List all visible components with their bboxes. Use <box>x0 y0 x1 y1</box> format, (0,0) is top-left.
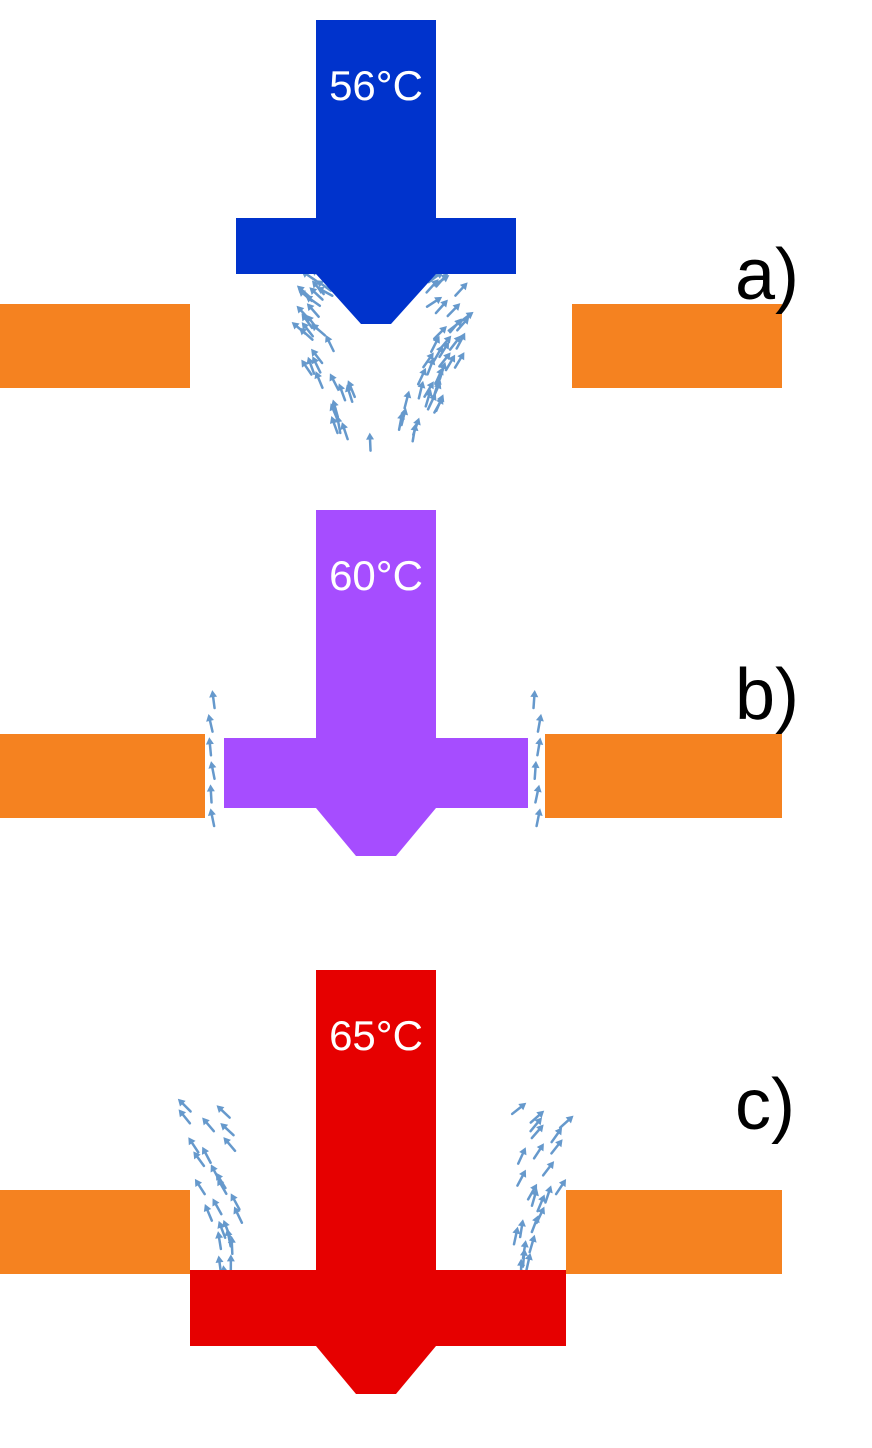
die-block-right <box>572 304 782 388</box>
plunger-b: 60°C <box>224 510 528 856</box>
die-block-left <box>0 1190 190 1274</box>
die-block-left <box>0 734 205 818</box>
panel-label-a: a) <box>735 234 799 316</box>
die-block-left <box>0 304 190 388</box>
plunger-a: 56°C <box>236 20 516 324</box>
die-block-right <box>545 734 782 818</box>
panel-c: 65°C c) <box>0 930 872 1443</box>
temp-label-a: 56°C <box>329 62 423 109</box>
panel-label-b: b) <box>735 654 799 736</box>
temp-label-c: 65°C <box>329 1012 423 1059</box>
panel-label-c: c) <box>735 1064 795 1146</box>
plunger-c: 65°C <box>190 970 566 1394</box>
panel-a: 56°C a) <box>0 0 872 480</box>
temp-label-b: 60°C <box>329 552 423 599</box>
panel-b: 60°C b) <box>0 470 872 930</box>
die-block-right <box>566 1190 782 1274</box>
panel-c-svg: 65°C <box>0 930 872 1443</box>
